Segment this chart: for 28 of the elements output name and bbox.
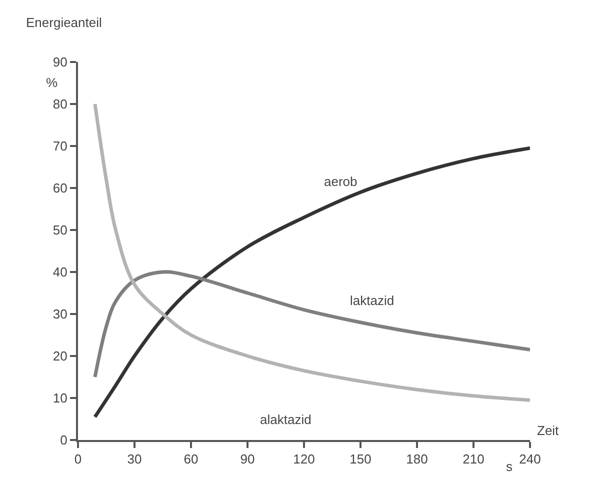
y-tick-label: 60 <box>52 180 68 196</box>
line-series <box>93 102 530 402</box>
y-tick-label: 80 <box>52 96 68 112</box>
y-tick-label: 20 <box>52 348 68 364</box>
x-tick-label: 210 <box>462 452 484 467</box>
y-tick-label: 50 <box>52 222 68 238</box>
series-label: laktazid <box>350 293 394 308</box>
x-tick-label: 240 <box>519 452 541 467</box>
y-tick-label: 0 <box>60 432 68 448</box>
y-tick-label: 30 <box>52 306 68 322</box>
y-axis-title: Energieanteil <box>26 15 102 30</box>
x-tick-label: 60 <box>184 452 198 467</box>
x-tick-label: 0 <box>74 452 82 467</box>
series-label: aerob <box>324 174 358 189</box>
x-axis-title: Zeit <box>537 423 560 438</box>
text: alaktazid <box>260 412 312 427</box>
x-tick-label: 120 <box>293 452 315 467</box>
y-tick-label: 40 <box>52 264 68 280</box>
text: s <box>506 459 513 474</box>
y-tick-label: 10 <box>52 390 68 406</box>
x-tick-label: 30 <box>127 452 142 467</box>
y-tick-label: 90 <box>52 54 68 70</box>
text: % <box>46 75 58 90</box>
y-tick-label: 70 <box>52 138 68 154</box>
x-tick-label: 180 <box>406 452 428 467</box>
x-tick-label: 150 <box>350 452 372 467</box>
x-tick-label: 90 <box>240 452 255 467</box>
line-series <box>93 270 530 379</box>
